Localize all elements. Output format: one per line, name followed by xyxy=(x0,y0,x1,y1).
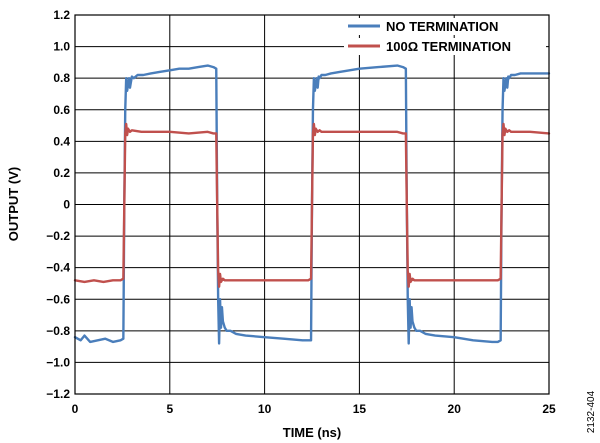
y-tick-label: 0.8 xyxy=(53,71,70,85)
x-tick-label: 0 xyxy=(72,402,79,416)
legend-label: 100Ω TERMINATION xyxy=(386,39,511,54)
y-tick-label: 1.0 xyxy=(53,40,70,54)
y-tick-label: −1.0 xyxy=(46,355,70,369)
legend-entry-background xyxy=(344,18,546,35)
y-tick-label: −0.8 xyxy=(46,324,70,338)
legend-entry-background xyxy=(344,38,546,55)
x-tick-label: 10 xyxy=(258,402,272,416)
series-group xyxy=(73,64,551,345)
y-tick-label: −0.4 xyxy=(46,261,70,275)
series-line-2 xyxy=(73,122,551,288)
y-axis-title: OUTPUT (V) xyxy=(6,167,21,241)
y-tick-label: 0.2 xyxy=(53,166,70,180)
x-tick-label: 15 xyxy=(353,402,367,416)
y-tick-label: 0.6 xyxy=(53,103,70,117)
x-tick-label: 5 xyxy=(166,402,173,416)
x-tick-label: 25 xyxy=(542,402,556,416)
y-tick-labels: −1.2 −1.0 −0.8 −0.6 −0.4 −0.2 0 0.2 0.4 0.6 0.8 1.0… xyxy=(46,8,70,401)
y-tick-label: −0.6 xyxy=(46,292,70,306)
legend: NO TERMINATION 100Ω TERMINATION xyxy=(344,18,546,55)
y-tick-label: 1.2 xyxy=(53,8,70,22)
x-tick-labels: 0 5 10 15 20 25 xyxy=(72,402,556,416)
x-axis-title: TIME (ns) xyxy=(283,425,342,440)
plot-frame xyxy=(74,14,550,395)
y-tick-label: −0.2 xyxy=(46,229,70,243)
figure-code: 2132-404 xyxy=(586,390,597,433)
series-line-1 xyxy=(73,64,551,345)
x-tick-label: 20 xyxy=(448,402,462,416)
y-tick-label: 0.4 xyxy=(53,134,70,148)
legend-label: NO TERMINATION xyxy=(386,19,498,34)
y-tick-label: −1.2 xyxy=(46,387,70,401)
y-tick-label: 0 xyxy=(63,198,70,212)
